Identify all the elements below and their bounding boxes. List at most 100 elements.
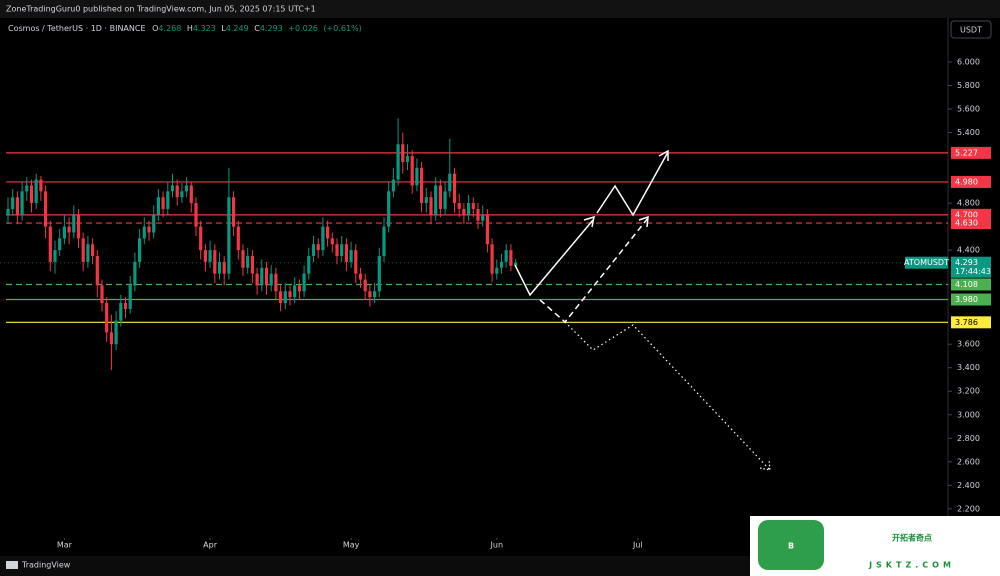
candle-body	[147, 226, 151, 233]
candle-body	[504, 250, 508, 262]
candle-body	[307, 256, 311, 274]
legend-value: 4.293	[260, 24, 283, 33]
candle-body	[166, 191, 170, 209]
candle-body	[429, 197, 433, 215]
arrow-head	[658, 149, 669, 161]
level-label: 4.108	[955, 280, 978, 289]
candle-body	[152, 214, 156, 233]
candle-body	[114, 320, 118, 345]
candle-body	[391, 179, 395, 192]
candle-body	[29, 185, 34, 204]
candle-body	[499, 261, 504, 268]
candle-body	[410, 156, 414, 186]
candle-body	[311, 244, 316, 257]
candle-body	[288, 291, 292, 298]
candle-body	[161, 197, 165, 209]
footer-logo	[6, 561, 18, 569]
projection-path	[514, 219, 594, 297]
candle-body	[368, 291, 372, 298]
x-tick-label: May	[343, 541, 360, 550]
candle-body	[396, 144, 400, 180]
projection-path	[596, 151, 669, 217]
candle-body	[199, 226, 203, 251]
candle-body	[43, 191, 48, 227]
candle-body	[39, 179, 43, 192]
legend: Cosmos / TetherUS · 1D · BINANCE O4.268 …	[8, 24, 362, 33]
x-tick-label: Mar	[57, 541, 73, 550]
candle-body	[156, 197, 160, 215]
candle-body	[438, 185, 442, 209]
y-tick-label: 4.400	[957, 246, 980, 255]
candle-body	[100, 285, 104, 304]
candle-body	[377, 256, 381, 292]
candle-body	[20, 191, 24, 215]
candle-body	[335, 244, 339, 257]
y-tick-label: 2.800	[957, 434, 980, 443]
candle-body	[48, 226, 52, 262]
y-tick-label: 4.800	[957, 199, 980, 208]
candle-body	[274, 273, 278, 292]
legend-label: C	[254, 24, 260, 33]
candle-body	[466, 203, 471, 215]
candle-body	[213, 250, 217, 274]
candle-body	[67, 226, 71, 233]
candle-body	[142, 226, 146, 239]
candle-body	[330, 238, 334, 245]
candle-body	[236, 226, 240, 251]
candle-body	[452, 173, 457, 204]
candle-body	[316, 244, 320, 251]
candle-body	[76, 214, 81, 239]
level-label: 3.980	[955, 295, 978, 304]
currency[interactable]: USDT	[960, 26, 982, 35]
candle-body	[194, 203, 198, 227]
level-label: 4.700	[955, 210, 978, 219]
candle-body	[227, 197, 231, 274]
legend-value: 4.268	[158, 24, 181, 33]
candle-body	[443, 191, 447, 209]
currency-button[interactable]	[950, 20, 992, 39]
candle-body	[231, 197, 236, 227]
y-tick-label: 3.200	[957, 387, 980, 396]
legend-label: H	[187, 24, 193, 33]
y-tick-label: 5.600	[957, 105, 980, 114]
price-label-bg	[951, 256, 991, 278]
candle-body	[260, 267, 264, 286]
candle-body	[405, 156, 410, 162]
candle-body	[58, 238, 62, 251]
candle-body	[495, 267, 499, 274]
candle-body	[340, 244, 344, 257]
y-tick-label: 2.600	[957, 457, 980, 466]
candle-body	[81, 238, 85, 262]
legend-value: 4.249	[226, 24, 249, 33]
y-tick-label: 2.200	[957, 504, 980, 513]
candle-body	[34, 179, 38, 204]
header-bar	[0, 0, 1000, 18]
candle-body	[62, 226, 66, 239]
y-tick-label: 3.400	[957, 363, 980, 372]
candle-body	[424, 197, 428, 204]
level-label-bg	[951, 217, 991, 230]
candle-body	[485, 214, 489, 245]
legend-value: 4.323	[193, 24, 216, 33]
x-tick-label: Jul	[632, 541, 643, 550]
candle-body	[105, 303, 109, 333]
candle-body	[363, 279, 367, 292]
watermark-logo: B	[788, 542, 794, 551]
symbol-label: ATOMUSDT	[904, 258, 949, 267]
candle-body	[513, 262, 518, 266]
candle-body	[133, 261, 137, 286]
candle-body	[95, 256, 99, 286]
candle-body	[86, 244, 90, 262]
plot: 6.000 5.800 5.600 5.400 4.800 4.400 3.600 3.400…	[0, 57, 991, 550]
watermark-name: 开拓者奇点	[892, 533, 932, 543]
candle-body	[255, 273, 259, 286]
candle-body	[462, 208, 466, 215]
y-tick-label: 5.800	[957, 81, 980, 90]
candle-body	[354, 250, 358, 274]
legend-label: L	[221, 24, 226, 33]
legend-title: Cosmos / TetherUS · 1D · BINANCE	[8, 24, 146, 33]
candle-body	[481, 214, 485, 221]
level-label: 4.980	[955, 177, 978, 186]
level-label-bg	[951, 278, 991, 291]
